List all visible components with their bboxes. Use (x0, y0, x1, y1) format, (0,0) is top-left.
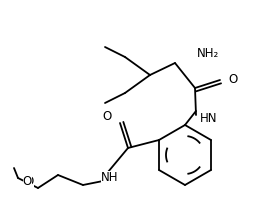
Text: O: O (25, 174, 34, 187)
Text: NH: NH (101, 170, 119, 183)
Text: O: O (228, 73, 237, 86)
Text: NH₂: NH₂ (197, 47, 219, 60)
Text: O: O (103, 110, 112, 123)
Text: HN: HN (200, 112, 218, 125)
Text: O: O (23, 174, 32, 187)
